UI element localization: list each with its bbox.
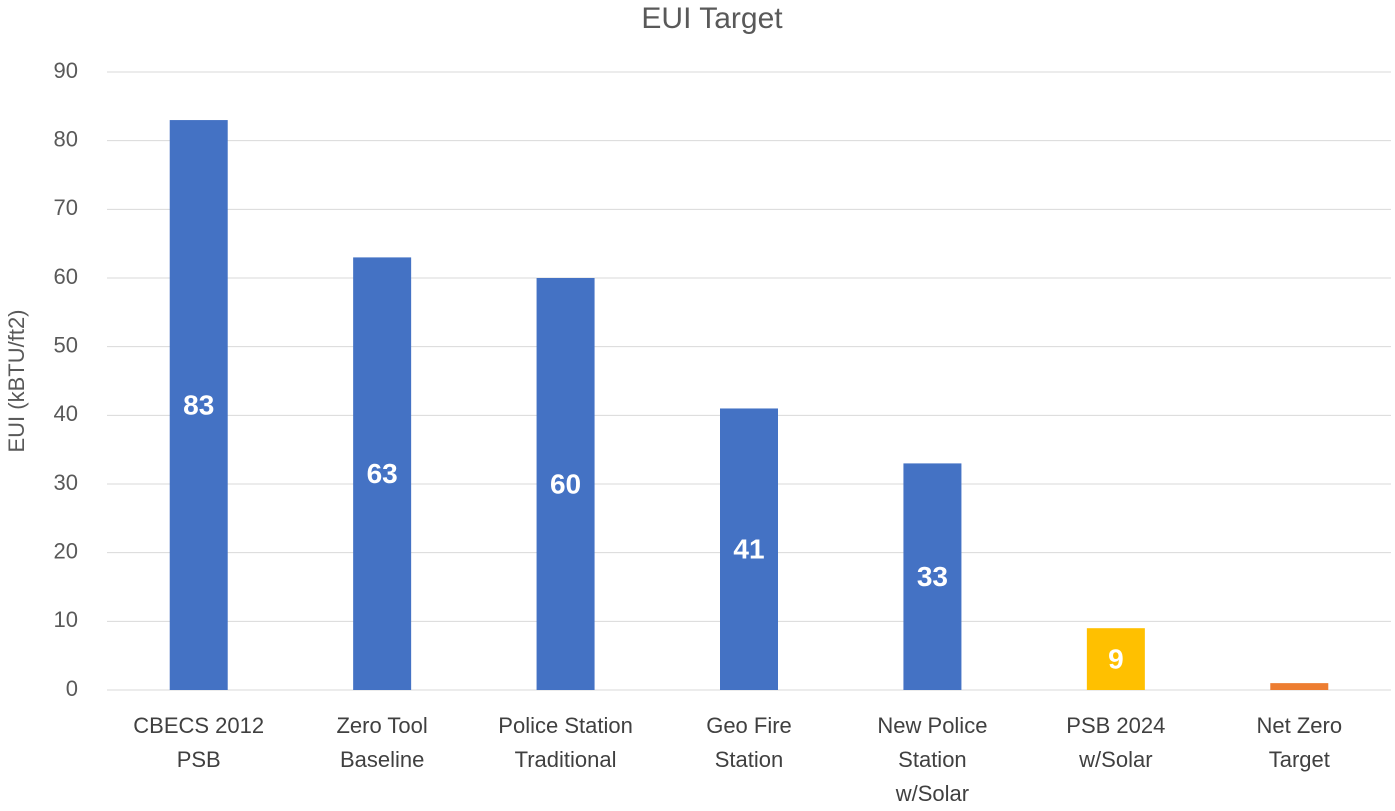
y-tick-label: 40 xyxy=(54,401,78,426)
data-label: 63 xyxy=(367,458,398,489)
bar xyxy=(720,408,778,690)
data-label: 41 xyxy=(733,534,764,565)
x-tick-label: PSB 2024 w/Solar xyxy=(1066,713,1166,772)
y-tick-label: 80 xyxy=(54,126,78,151)
x-tick-label: Zero Tool Baseline xyxy=(336,713,428,772)
x-tick-label: CBECS 2012 PSB xyxy=(133,713,265,772)
y-axis-title: EUI (kBTU/ft2) xyxy=(4,309,29,452)
y-tick-label: 90 xyxy=(54,58,78,83)
y-tick-label: 10 xyxy=(54,607,78,632)
x-tick-label: Geo Fire Station xyxy=(706,713,792,772)
bar xyxy=(169,120,228,691)
data-label: 83 xyxy=(183,389,214,420)
data-label: 33 xyxy=(917,561,948,592)
y-tick-label: 20 xyxy=(54,538,78,563)
chart-title: EUI Target xyxy=(641,2,783,35)
x-tick-label: Police Station Traditional xyxy=(498,713,633,772)
bar xyxy=(1086,628,1145,690)
bar xyxy=(903,463,962,690)
data-label: 60 xyxy=(550,468,581,499)
bar xyxy=(536,278,595,690)
x-tick-label: New Police Station w/Solar xyxy=(877,713,988,806)
bar xyxy=(1270,683,1329,690)
y-tick-label: 0 xyxy=(66,676,78,701)
data-label: 9 xyxy=(1108,643,1124,674)
bar xyxy=(353,257,412,690)
y-tick-label: 70 xyxy=(54,195,78,220)
y-tick-label: 60 xyxy=(54,264,78,289)
y-tick-label: 50 xyxy=(54,332,78,357)
x-tick-label: Net Zero Target xyxy=(1256,713,1343,772)
y-tick-label: 30 xyxy=(54,470,78,495)
